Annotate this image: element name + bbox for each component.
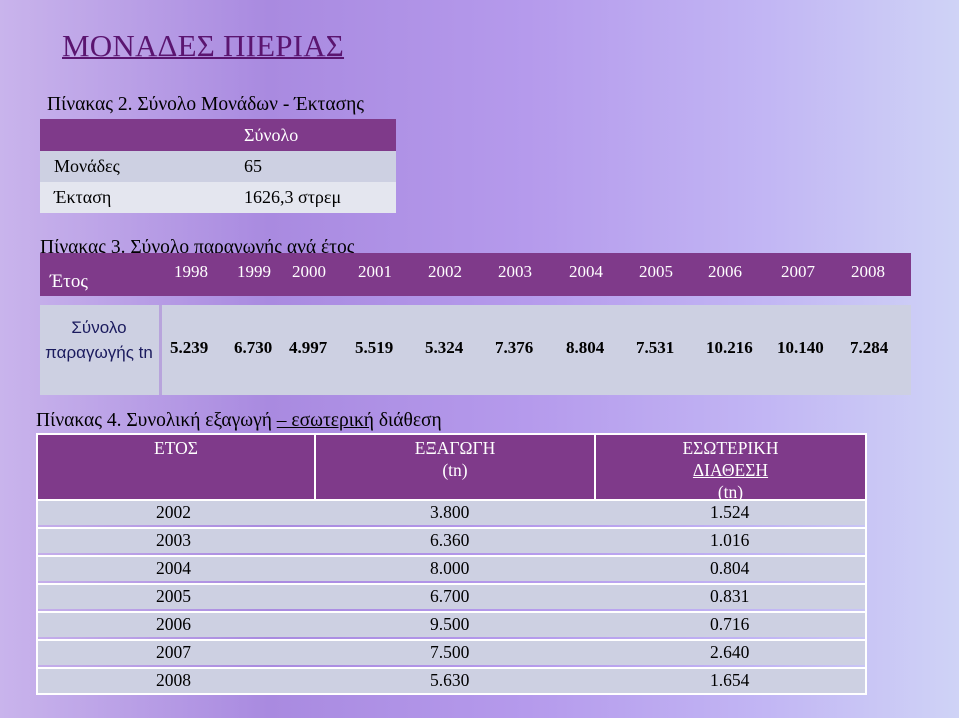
table3-production-value: 10.216: [706, 338, 753, 357]
table3-production-value: 10.140: [777, 338, 824, 357]
table-row: 2004 8.000 0.804: [38, 555, 865, 581]
table4-caption-suffix: διάθεση: [373, 410, 442, 431]
table3-production-value: 7.531: [636, 338, 675, 357]
table4-year: 2008: [156, 670, 191, 690]
table-row: Έκταση 1626,3 στρεμ: [40, 182, 396, 213]
table-row: 2006 9.500 0.716: [38, 611, 865, 637]
table-row: 2007 7.500 2.640: [38, 639, 865, 665]
table4-caption: Πίνακας 4. Συνολική εξαγωγή – εσωτερική …: [36, 410, 442, 432]
table4-caption-underlined: – εσωτερική: [276, 410, 374, 431]
table2-value-units: 65: [244, 151, 396, 182]
table4-caption-prefix: Πίνακας 4. Συνολική εξαγωγή: [36, 410, 277, 431]
table4-domestic: 1.016: [710, 530, 750, 550]
table4-domestic: 2.640: [710, 642, 750, 662]
page-title: ΜΟΝΑΔΕΣ ΠΙΕΡΙΑΣ: [62, 28, 345, 63]
table-row: 2005 6.700 0.831: [38, 583, 865, 609]
table2-header-row: Σύνολο: [40, 119, 396, 151]
table4-header-row: ΕΤΟΣ ΕΞΑΓΩΓΗ (tn) ΕΣΩΤΕΡΙΚΗ ΔΙΑΘΕΣΗ (tn): [38, 435, 865, 502]
table-row: 2003 6.360 1.016: [38, 527, 865, 553]
table3-year: 2007: [781, 262, 815, 281]
table3-production-row: Σύνολο παραγωγής tn 5.239 6.730 4.997 5.…: [40, 305, 911, 395]
table4-header-export-unit: (tn): [442, 460, 468, 480]
table4-export: 6.360: [430, 530, 470, 550]
table2-caption: Πίνακας 2. Σύνολο Μονάδων - Έκτασης: [47, 94, 365, 115]
table3-header-row: Έτος 1998 1999 2000 2001 2002 2003 2004 …: [40, 253, 911, 296]
table4-export: 8.000: [430, 558, 470, 578]
table4-year: 2002: [156, 502, 191, 522]
table3-year: 2004: [569, 262, 603, 281]
table-row: Μονάδες 65: [40, 151, 396, 182]
table2-label-units: Μονάδες: [40, 151, 244, 182]
table4-export: 9.500: [430, 614, 470, 634]
table4-header-domestic-line1: ΕΣΩΤΕΡΙΚΗ: [682, 438, 779, 458]
table3-production-value: 5.324: [425, 338, 464, 357]
table3-year: 2001: [358, 262, 392, 281]
table3-production-value: 5.519: [355, 338, 394, 357]
table4-header-domestic-line2: ΔΙΑΘΕΣΗ: [692, 460, 769, 480]
table3-caption: Πίνακας 3. Σύνολο παραγωγής ανά έτος: [40, 237, 355, 258]
table3-year: 1998: [174, 262, 208, 281]
table4-year: 2007: [156, 642, 191, 662]
table3-production-label: Σύνολο παραγωγής tn: [45, 318, 153, 362]
table4-domestic: 0.831: [710, 586, 750, 606]
table3-year: 1999: [237, 262, 271, 281]
table3-production-value: 8.804: [566, 338, 605, 357]
table3-production-value: 7.284: [850, 338, 889, 357]
table4-domestic: 0.716: [710, 614, 750, 634]
table2-label-area: Έκταση: [40, 182, 244, 213]
table4-export: 3.800: [430, 502, 470, 522]
table4-domestic: 1.524: [710, 502, 750, 522]
table4-export: 7.500: [430, 642, 470, 662]
table4-domestic: 0.804: [710, 558, 750, 578]
table4-year: 2004: [156, 558, 191, 578]
table3-year: 2008: [851, 262, 885, 281]
table3-separator: [159, 305, 162, 395]
table-row: 2002 3.800 1.524: [38, 499, 865, 525]
table4-divider: [594, 435, 596, 499]
table3-year: 2002: [428, 262, 462, 281]
table4-year: 2006: [156, 614, 191, 634]
table4-export: 5.630: [430, 670, 470, 690]
table2-header-empty: [40, 119, 244, 151]
table3-production-value: 5.239: [170, 338, 209, 357]
table3-production-value: 6.730: [234, 338, 273, 357]
table4-header-domestic-unit: (tn): [717, 482, 744, 502]
table3-production-value: 7.376: [495, 338, 534, 357]
table4-divider: [314, 435, 316, 499]
table3-year: 2005: [639, 262, 673, 281]
table-row: 2008 5.630 1.654: [38, 667, 865, 693]
table4-domestic: 1.654: [710, 670, 750, 690]
table4-year: 2003: [156, 530, 191, 550]
table3-production-value: 4.997: [289, 338, 328, 357]
table4-header-export-label: ΕΞΑΓΩΓΗ: [414, 438, 496, 458]
table4-export: 6.700: [430, 586, 470, 606]
table3-year: 2006: [708, 262, 742, 281]
table3-year: 2000: [292, 262, 326, 281]
table3-year-label: Έτος: [50, 271, 88, 292]
table4: ΕΤΟΣ ΕΞΑΓΩΓΗ (tn) ΕΣΩΤΕΡΙΚΗ ΔΙΑΘΕΣΗ (tn)…: [36, 433, 867, 695]
table2-header-total: Σύνολο: [244, 119, 396, 151]
table4-header-export: ΕΞΑΓΩΓΗ (tn): [316, 437, 594, 481]
table4-header-year: ΕΤΟΣ: [154, 438, 198, 458]
table4-header-domestic: ΕΣΩΤΕΡΙΚΗ ΔΙΑΘΕΣΗ (tn): [596, 437, 865, 503]
table2-value-area: 1626,3 στρεμ: [244, 182, 396, 213]
table3-year: 2003: [498, 262, 532, 281]
table4-year: 2005: [156, 586, 191, 606]
table2: Σύνολο Μονάδες 65 Έκταση 1626,3 στρεμ: [40, 119, 396, 213]
